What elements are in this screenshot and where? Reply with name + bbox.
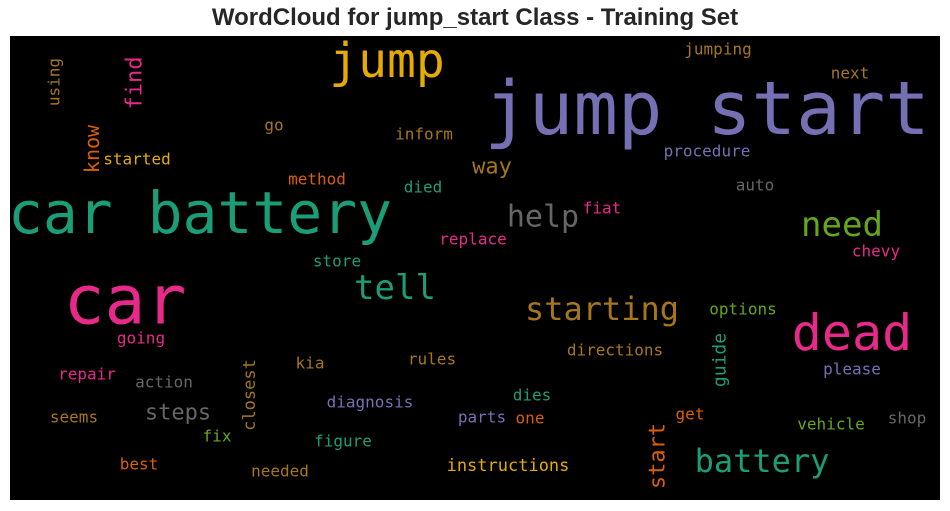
word-fix: fix xyxy=(203,427,232,446)
word-options: options xyxy=(709,300,776,319)
word-need: need xyxy=(801,205,883,245)
word-method: method xyxy=(288,170,346,189)
word-using: using xyxy=(45,58,64,106)
word-best: best xyxy=(120,455,159,474)
word-needed: needed xyxy=(251,462,309,481)
word-know: know xyxy=(80,124,104,173)
word-help: help xyxy=(507,200,579,235)
word-jump-start: jump start xyxy=(484,66,930,152)
word-fiat: fiat xyxy=(583,199,622,218)
word-go: go xyxy=(264,116,283,135)
word-battery: battery xyxy=(695,442,830,480)
word-way: way xyxy=(472,155,512,180)
word-next: next xyxy=(831,64,870,83)
word-going: going xyxy=(117,329,165,348)
word-inform: inform xyxy=(395,125,453,144)
word-figure: figure xyxy=(314,432,372,451)
wordcloud-canvas: jump start car battery car dead jump battery t… xyxy=(10,36,940,500)
word-diagnosis: diagnosis xyxy=(327,393,414,412)
word-closest: closest xyxy=(240,359,260,431)
word-directions: directions xyxy=(567,341,663,360)
word-procedure: procedure xyxy=(664,142,751,161)
word-get: get xyxy=(676,405,705,424)
word-steps: steps xyxy=(145,401,211,426)
word-one: one xyxy=(516,409,545,428)
wordcloud-svg: jump start car battery car dead jump battery t… xyxy=(10,36,930,489)
word-start: start xyxy=(646,423,671,489)
word-chevy: chevy xyxy=(852,242,901,261)
word-seems: seems xyxy=(50,408,98,427)
word-guide: guide xyxy=(710,333,731,387)
word-please: please xyxy=(823,360,881,379)
word-auto: auto xyxy=(736,176,775,195)
word-started: started xyxy=(103,150,170,169)
word-find: find xyxy=(123,57,148,110)
word-dies: dies xyxy=(513,386,552,405)
word-jump: jump xyxy=(329,36,445,89)
word-store: store xyxy=(313,252,361,271)
word-died: died xyxy=(404,178,443,197)
word-dead: dead xyxy=(792,304,912,362)
word-replace: replace xyxy=(439,230,506,249)
word-instructions: instructions xyxy=(447,456,570,476)
word-tell: tell xyxy=(354,268,436,308)
word-jumping: jumping xyxy=(684,40,751,59)
word-repair: repair xyxy=(58,365,116,384)
word-kia: kia xyxy=(296,354,325,373)
word-vehicle: vehicle xyxy=(797,415,864,434)
word-car-battery: car battery xyxy=(10,179,392,247)
word-rules: rules xyxy=(408,350,456,369)
chart-title: WordCloud for jump_start Class - Trainin… xyxy=(211,4,739,31)
word-action: action xyxy=(135,373,193,392)
word-starting: starting xyxy=(525,290,679,328)
word-car: car xyxy=(64,262,187,341)
word-parts: parts xyxy=(458,408,506,427)
word-shop: shop xyxy=(888,409,927,428)
